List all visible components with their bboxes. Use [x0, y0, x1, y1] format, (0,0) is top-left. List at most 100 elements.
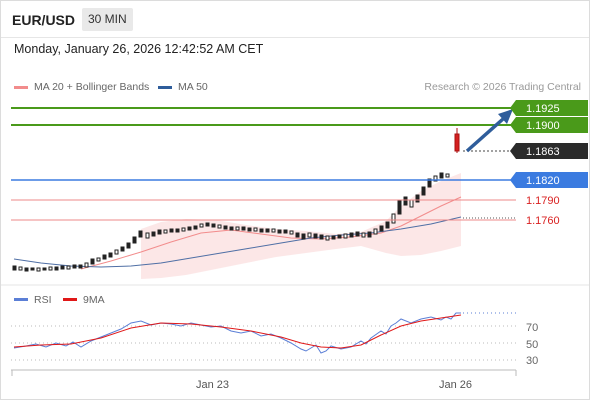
candle [385, 221, 390, 229]
symbol-label: EUR/USD [12, 12, 76, 28]
candle [187, 226, 192, 231]
candle [403, 196, 408, 206]
arrow-head-icon [498, 109, 513, 124]
ma20-line [80, 196, 462, 270]
candle [259, 228, 264, 233]
candle [169, 228, 174, 233]
trend-arrow [465, 117, 505, 153]
candle [415, 194, 420, 203]
candle [439, 172, 444, 179]
candle [42, 267, 47, 271]
candle [454, 133, 460, 152]
candle [18, 266, 23, 271]
candle [205, 222, 210, 227]
legend-ma50: MA 50 [158, 81, 208, 93]
candle [54, 266, 59, 271]
datetime-label: Monday, January 26, 2026 12:42:52 AM CET [14, 42, 264, 56]
ma20-swatch [14, 85, 28, 89]
rsi-tick-50: 50 [526, 339, 538, 351]
rsi-ma-legend-label: 9MA [83, 294, 105, 306]
legend-ma20: MA 20 + Bollinger Bands [14, 81, 149, 93]
candle [343, 233, 348, 239]
bollinger-band [141, 173, 461, 279]
candle [217, 224, 222, 229]
tag-1863: 1.1863 [526, 146, 560, 158]
candle [373, 228, 378, 235]
rsi-line [13, 312, 461, 354]
candle [102, 254, 107, 260]
chart-header: EUR/USD 30 MIN [1, 1, 589, 38]
candle [379, 225, 384, 232]
candle [319, 234, 324, 240]
candle [126, 242, 131, 249]
candle [325, 235, 330, 241]
candle [157, 229, 162, 235]
candle [367, 231, 372, 238]
tag-1863-bg [516, 143, 588, 159]
tag-1900: 1.1900 [526, 120, 560, 132]
candle [235, 226, 240, 231]
candle [90, 258, 95, 265]
candle [181, 227, 186, 232]
candle [361, 232, 366, 238]
candle [355, 231, 360, 237]
candle [277, 229, 282, 234]
candles [12, 128, 460, 272]
candle [12, 265, 17, 271]
tag-1790: 1.1790 [526, 195, 560, 207]
candle [331, 235, 336, 240]
candle [391, 213, 396, 224]
timeframe-button[interactable]: 30 MIN [82, 8, 133, 31]
candle [84, 262, 89, 268]
candle [114, 249, 119, 255]
candle [247, 227, 252, 232]
candle [145, 232, 150, 239]
legend-ma50-label: MA 50 [178, 81, 208, 93]
candle [433, 175, 438, 182]
candle [307, 232, 312, 238]
candle [108, 252, 113, 258]
candle [223, 225, 228, 230]
candle [78, 264, 83, 269]
candle [229, 226, 234, 231]
candle [253, 227, 258, 232]
tag-1820-bg [516, 172, 588, 188]
candle [30, 267, 35, 271]
candle [120, 246, 125, 252]
candle [409, 199, 414, 208]
rsi-legend-label: RSI [34, 294, 52, 306]
candle [36, 267, 41, 272]
research-credit: Research © 2026 Trading Central [424, 81, 581, 93]
candle [295, 232, 300, 238]
candle [271, 228, 276, 233]
candle [66, 265, 71, 270]
candle [241, 226, 246, 231]
candle [283, 229, 288, 234]
tag-1900-bg [516, 117, 588, 133]
x-label-jan26: Jan 26 [439, 379, 472, 391]
candle [60, 265, 65, 270]
legend-ma20-label: MA 20 + Bollinger Bands [34, 81, 150, 93]
candle [445, 173, 450, 178]
candle [48, 266, 53, 271]
tag-1925: 1.1925 [526, 103, 560, 115]
candle [211, 223, 216, 228]
rsi-ma-line [13, 314, 462, 349]
candle [96, 257, 101, 262]
tag-1925-bg [516, 100, 588, 116]
candle [265, 228, 270, 233]
candle [175, 228, 180, 233]
candle [349, 232, 354, 238]
candle [397, 199, 402, 215]
rsi-tick-30: 30 [526, 355, 538, 367]
candle [72, 264, 77, 269]
candle [289, 230, 294, 235]
candle [301, 233, 306, 240]
candle [24, 267, 29, 272]
ma50-swatch [158, 85, 172, 89]
candle [313, 233, 318, 239]
candle [163, 229, 168, 234]
candle [193, 225, 198, 230]
